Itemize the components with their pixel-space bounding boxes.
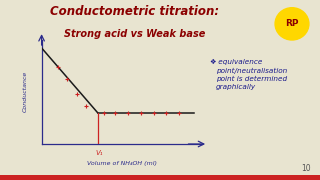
Circle shape [275,8,309,40]
Text: V₁: V₁ [95,150,103,156]
Text: Conductance: Conductance [23,71,28,112]
Text: RP: RP [285,19,299,28]
Text: Strong acid vs Weak base: Strong acid vs Weak base [64,29,205,39]
Text: equivalence
point/neutralisation
point is determined
graphically: equivalence point/neutralisation point i… [216,59,287,90]
Text: ❖: ❖ [210,59,216,65]
Text: Volume of NH₄OH (ml): Volume of NH₄OH (ml) [87,161,156,166]
Text: Conductometric titration:: Conductometric titration: [50,5,219,18]
Text: 10: 10 [301,164,310,173]
